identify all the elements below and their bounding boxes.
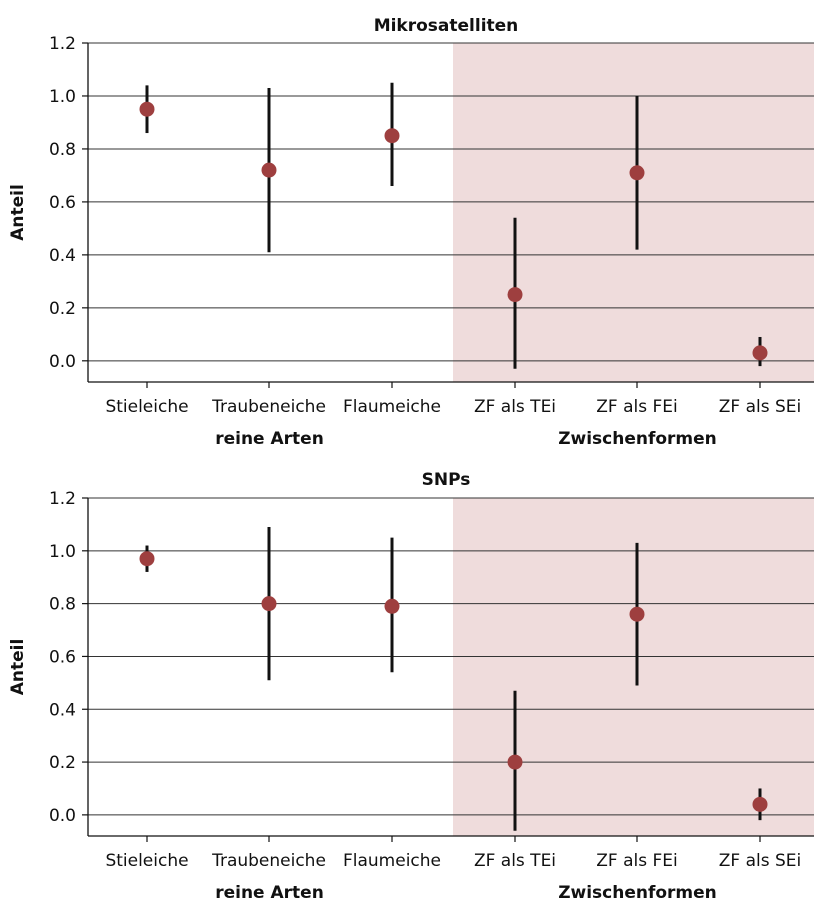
x-tick-label: Traubeneiche	[211, 851, 326, 871]
data-point	[752, 345, 768, 361]
y-tick-label: 1.0	[49, 87, 76, 107]
y-tick-label: 0.8	[49, 595, 76, 615]
x-tick-label: ZF als TEi	[474, 397, 556, 417]
panel-2: 0.0 0.2 0.4 0.6 0.8 1.0 1.2 SNPs Anteil Stieleich…	[8, 470, 814, 903]
y-tick-label: 0.0	[49, 806, 76, 826]
y-tick-label: 0.8	[49, 140, 76, 160]
x-tick-label: Stieleiche	[105, 851, 188, 871]
data-point	[507, 754, 523, 770]
panel-1: 0.0 0.2 0.4 0.6 0.8 1.0 1.2 Mikrosatelliten Ante…	[8, 16, 814, 449]
x-tick-label: Flaumeiche	[343, 851, 441, 871]
data-point	[139, 551, 155, 567]
y-tick-label: 0.6	[49, 193, 76, 213]
y-tick-label: 0.0	[49, 352, 76, 372]
y-tick-label: 0.2	[49, 299, 76, 319]
shaded-region	[453, 43, 814, 382]
data-point	[629, 606, 645, 622]
data-point	[261, 596, 277, 612]
x-tick-label: ZF als FEi	[596, 851, 677, 871]
y-axis-label: Anteil	[8, 639, 28, 696]
y-tick-label: 0.4	[49, 246, 76, 266]
x-tick-label: ZF als FEi	[596, 397, 677, 417]
x-tick-label: ZF als TEi	[474, 851, 556, 871]
data-point	[261, 162, 277, 178]
chart-title: Mikrosatelliten	[374, 16, 519, 36]
data-point	[752, 796, 768, 812]
x-tick-label: Flaumeiche	[343, 397, 441, 417]
y-tick-label: 1.2	[49, 489, 76, 509]
data-point	[139, 101, 155, 117]
chart-title: SNPs	[422, 470, 471, 490]
x-tick-label: Stieleiche	[105, 397, 188, 417]
x-tick-label: Traubeneiche	[211, 397, 326, 417]
y-tick-label: 0.6	[49, 647, 76, 667]
shaded-region	[453, 498, 814, 836]
y-tick-label: 0.2	[49, 753, 76, 773]
y-tick-label: 1.2	[49, 34, 76, 54]
y-tick-label: 1.0	[49, 542, 76, 562]
group-label: reine Arten	[215, 429, 324, 449]
data-point	[629, 165, 645, 181]
group-label: Zwischenformen	[558, 883, 717, 903]
group-label: reine Arten	[215, 883, 324, 903]
x-tick-label: ZF als SEi	[719, 397, 802, 417]
data-point	[384, 598, 400, 614]
data-point	[507, 287, 523, 303]
group-label: Zwischenformen	[558, 429, 717, 449]
x-tick-label: ZF als SEi	[719, 851, 802, 871]
y-axis-label: Anteil	[8, 184, 28, 241]
data-point	[384, 128, 400, 144]
y-tick-label: 0.4	[49, 700, 76, 720]
